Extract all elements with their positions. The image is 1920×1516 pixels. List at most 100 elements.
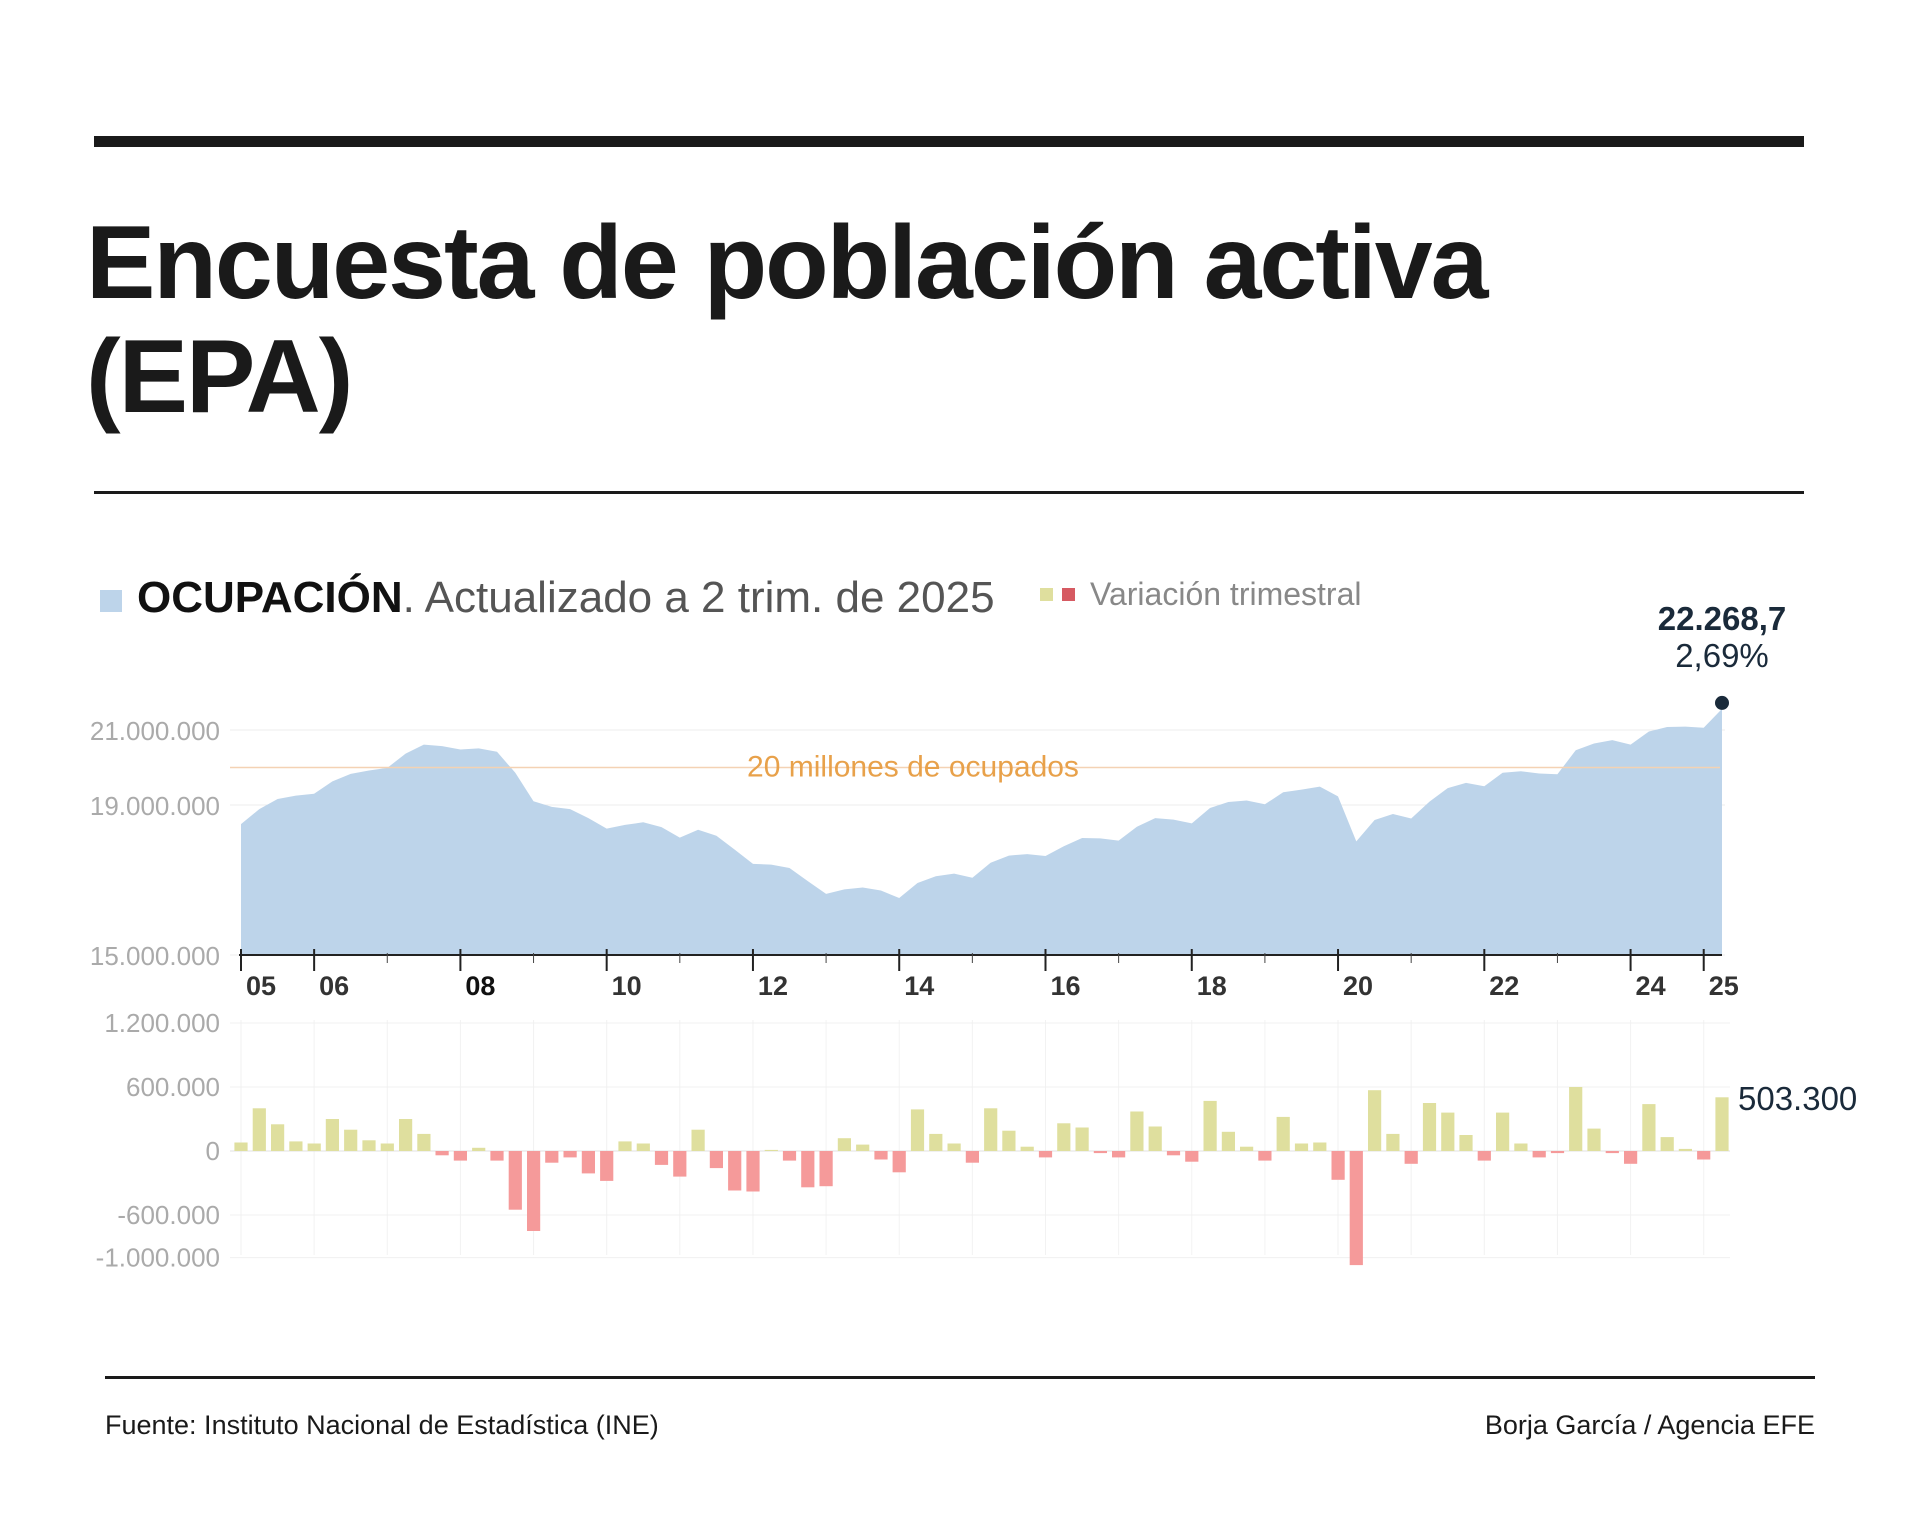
variation-bar xyxy=(1349,1151,1363,1266)
variation-bar xyxy=(362,1140,376,1151)
variation-bar xyxy=(782,1151,797,1161)
variation-bar xyxy=(691,1129,705,1151)
bar-y-tick-label: 600.000 xyxy=(126,1072,220,1102)
variation-bar xyxy=(600,1151,614,1181)
variation-bar xyxy=(380,1143,394,1151)
area-y-tick-label: 15.000.000 xyxy=(90,941,220,971)
bar-y-tick-label: -600.000 xyxy=(117,1200,220,1230)
variation-bar xyxy=(874,1151,888,1160)
variation-bar xyxy=(654,1151,669,1165)
x-tick-label: 16 xyxy=(1050,971,1080,1001)
variation-bar xyxy=(746,1151,760,1192)
variation-bar xyxy=(984,1108,998,1151)
variation-bar xyxy=(1660,1137,1674,1151)
variation-bar xyxy=(234,1142,248,1151)
variation-bar xyxy=(1697,1151,1711,1160)
variation-bar xyxy=(1038,1151,1053,1158)
variation-bar xyxy=(1020,1146,1034,1151)
variation-bar xyxy=(1459,1135,1473,1151)
legend-section-suffix: . Actualizado a 2 trim. de 2025 xyxy=(403,573,995,622)
bar-chart: -1.000.000 -600.000 0 600.000 1.200.000 503.3… xyxy=(96,1008,1858,1273)
source-note: Fuente: Instituto Nacional de Estadístic… xyxy=(105,1410,659,1440)
variation-bar xyxy=(1313,1142,1327,1151)
chart-legend: OCUPACIÓN. Actualizado a 2 trim. de 2025… xyxy=(100,572,1361,622)
last-variation-label: 503.300 xyxy=(1738,1080,1857,1117)
variation-bar xyxy=(581,1151,595,1174)
variation-bar xyxy=(801,1151,815,1188)
variation-bar xyxy=(289,1141,303,1151)
variation-bar xyxy=(1477,1151,1491,1161)
area-y-tick-label: 19.000.000 xyxy=(90,791,220,821)
variation-bar xyxy=(1441,1112,1455,1151)
variation-bar xyxy=(1276,1116,1290,1151)
legend-section-label: OCUPACIÓN xyxy=(137,572,403,622)
title-divider xyxy=(94,491,1804,494)
bar-y-tick-label: 1.200.000 xyxy=(104,1008,220,1038)
variation-bar xyxy=(947,1143,961,1151)
positive-legend-swatch xyxy=(1040,588,1053,601)
variation-bar xyxy=(1258,1151,1272,1161)
variation-bar xyxy=(563,1151,577,1158)
variation-bar xyxy=(1715,1097,1729,1151)
area-legend-swatch xyxy=(100,590,122,612)
variation-bar xyxy=(618,1141,632,1151)
x-tick-label: 18 xyxy=(1197,971,1227,1001)
author-credit: Borja García / Agencia EFE xyxy=(1484,1410,1815,1440)
variation-bar xyxy=(1221,1131,1235,1151)
variation-bar xyxy=(1496,1112,1510,1151)
variation-bar xyxy=(1093,1151,1107,1154)
area-chart: 15.000.000 19.000.000 21.000.000 20 millone… xyxy=(90,600,1786,1001)
variation-bar xyxy=(837,1138,851,1151)
variation-bar xyxy=(508,1151,522,1210)
variation-bar xyxy=(636,1143,650,1151)
variation-bar xyxy=(1002,1130,1016,1151)
variation-bar xyxy=(1386,1133,1400,1151)
variation-bar xyxy=(417,1133,431,1151)
x-tick-label: 06 xyxy=(319,971,349,1001)
variation-bar xyxy=(892,1151,906,1173)
variation-bar xyxy=(1569,1087,1583,1151)
last-value-label: 22.268,7 xyxy=(1658,600,1786,637)
bar-y-tick-label: 0 xyxy=(206,1136,220,1166)
variation-bar xyxy=(545,1151,559,1163)
variation-bar xyxy=(1678,1148,1692,1151)
variation-bar xyxy=(709,1151,723,1169)
top-thick-rule xyxy=(94,136,1804,147)
reference-label: 20 millones de ocupados xyxy=(747,751,1079,784)
variation-bar xyxy=(453,1151,467,1161)
variation-bar xyxy=(1075,1127,1089,1151)
title-line-1: Encuesta de población activa xyxy=(86,205,1488,321)
variation-bar xyxy=(764,1149,778,1151)
last-value-marker xyxy=(1715,695,1729,710)
variation-bar xyxy=(728,1151,742,1191)
last-pct-label: 2,69% xyxy=(1675,637,1769,674)
variation-bar xyxy=(1203,1100,1217,1151)
x-tick-label: 14 xyxy=(904,971,934,1001)
variation-bar xyxy=(1605,1151,1619,1154)
variation-bar xyxy=(1550,1151,1565,1154)
variation-bar xyxy=(344,1129,358,1151)
title-line-2: (EPA) xyxy=(86,319,353,435)
negative-legend-swatch xyxy=(1062,588,1075,601)
variation-bar xyxy=(1624,1151,1638,1164)
x-tick-label: 24 xyxy=(1636,971,1666,1001)
variation-bar xyxy=(910,1109,925,1151)
variation-bar xyxy=(1642,1104,1656,1151)
variation-bar xyxy=(1112,1151,1126,1158)
variation-bar xyxy=(1514,1143,1528,1151)
variation-bar xyxy=(1368,1090,1382,1151)
variation-bar xyxy=(1422,1103,1437,1151)
page-title: Encuesta de población activa (EPA) xyxy=(86,206,1686,434)
variation-bar xyxy=(1130,1111,1144,1151)
area-y-tick-label: 21.000.000 xyxy=(90,716,220,746)
legend-section-title: OCUPACIÓN. Actualizado a 2 trim. de 2025 xyxy=(137,572,995,622)
variation-bar xyxy=(435,1151,449,1156)
x-tick-label: 08 xyxy=(465,971,495,1001)
variation-bar xyxy=(1294,1143,1309,1151)
variation-bar xyxy=(965,1151,979,1163)
x-tick-label: 22 xyxy=(1489,971,1519,1001)
x-tick-label: 25 xyxy=(1709,971,1739,1001)
x-tick-label: 12 xyxy=(758,971,788,1001)
variation-bar xyxy=(527,1151,541,1231)
